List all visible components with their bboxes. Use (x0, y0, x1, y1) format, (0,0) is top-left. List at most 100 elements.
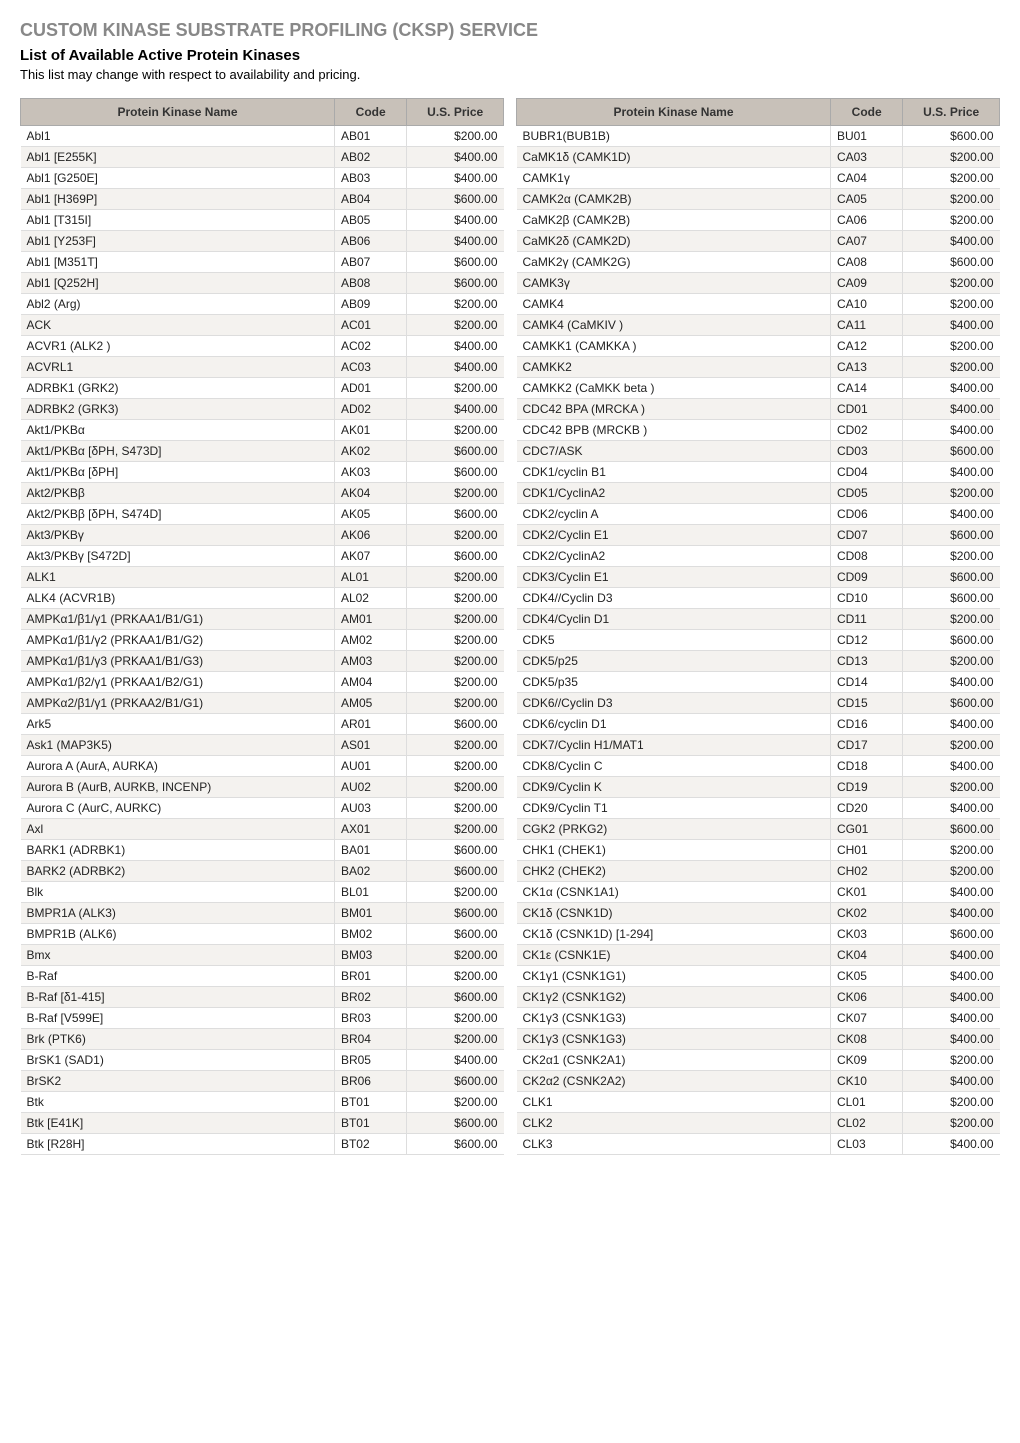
cell-price: $400.00 (903, 399, 1000, 420)
cell-price: $200.00 (407, 672, 504, 693)
cell-code: CD10 (830, 588, 902, 609)
table-row: CK1δ (CSNK1D) [1-294]CK03$600.00 (517, 924, 1000, 945)
cell-code: BT01 (334, 1092, 406, 1113)
cell-code: AB08 (334, 273, 406, 294)
cell-name: CAMK4 (517, 294, 831, 315)
cell-code: BR02 (334, 987, 406, 1008)
cell-name: CaMK2δ (CAMK2D) (517, 231, 831, 252)
cell-name: Blk (21, 882, 335, 903)
table-row: BARK2 (ADRBK2)BA02$600.00 (21, 861, 504, 882)
cell-price: $600.00 (407, 441, 504, 462)
kinase-table-left: Protein Kinase Name Code U.S. Price Abl1… (20, 98, 504, 1155)
cell-code: CA03 (830, 147, 902, 168)
table-row: CK2α1 (CSNK2A1)CK09$200.00 (517, 1050, 1000, 1071)
cell-code: CK08 (830, 1029, 902, 1050)
cell-name: Abl1 (21, 126, 335, 147)
cell-name: ADRBK1 (GRK2) (21, 378, 335, 399)
table-row: B-RafBR01$200.00 (21, 966, 504, 987)
cell-name: Ask1 (MAP3K5) (21, 735, 335, 756)
cell-name: CDK4/Cyclin D1 (517, 609, 831, 630)
cell-code: AK04 (334, 483, 406, 504)
cell-code: AU02 (334, 777, 406, 798)
cell-name: Abl2 (Arg) (21, 294, 335, 315)
table-row: CDK2/CyclinA2CD08$200.00 (517, 546, 1000, 567)
cell-price: $400.00 (407, 210, 504, 231)
table-row: CDK5CD12$600.00 (517, 630, 1000, 651)
cell-price: $200.00 (407, 693, 504, 714)
cell-name: BUBR1(BUB1B) (517, 126, 831, 147)
cell-code: CD01 (830, 399, 902, 420)
kinase-table-right: Protein Kinase Name Code U.S. Price BUBR… (516, 98, 1000, 1155)
cell-name: CAMK2α (CAMK2B) (517, 189, 831, 210)
table-row: CDK2/cyclin ACD06$400.00 (517, 504, 1000, 525)
cell-code: BR04 (334, 1029, 406, 1050)
table-row: AxlAX01$200.00 (21, 819, 504, 840)
cell-code: AB01 (334, 126, 406, 147)
cell-price: $600.00 (407, 1113, 504, 1134)
cell-code: CK03 (830, 924, 902, 945)
cell-price: $600.00 (903, 819, 1000, 840)
cell-price: $200.00 (407, 483, 504, 504)
cell-name: CK2α2 (CSNK2A2) (517, 1071, 831, 1092)
cell-price: $400.00 (903, 903, 1000, 924)
cell-name: CDC42 BPA (MRCKA ) (517, 399, 831, 420)
cell-price: $200.00 (407, 945, 504, 966)
table-row: CAMKK1 (CAMKKA )CA12$200.00 (517, 336, 1000, 357)
cell-name: CDK3/Cyclin E1 (517, 567, 831, 588)
cell-name: CK2α1 (CSNK2A1) (517, 1050, 831, 1071)
cell-price: $200.00 (407, 315, 504, 336)
cell-code: AU01 (334, 756, 406, 777)
cell-name: Btk (21, 1092, 335, 1113)
cell-name: CDK8/Cyclin C (517, 756, 831, 777)
table-row: ADRBK2 (GRK3)AD02$400.00 (21, 399, 504, 420)
cell-price: $600.00 (407, 840, 504, 861)
table-row: AMPKα2/β1/γ1 (PRKAA2/B1/G1)AM05$200.00 (21, 693, 504, 714)
cell-code: AK07 (334, 546, 406, 567)
table-row: CaMK1δ (CAMK1D)CA03$200.00 (517, 147, 1000, 168)
cell-price: $200.00 (903, 651, 1000, 672)
table-row: Ark5AR01$600.00 (21, 714, 504, 735)
cell-name: Bmx (21, 945, 335, 966)
cell-code: CD20 (830, 798, 902, 819)
cell-price: $200.00 (407, 630, 504, 651)
cell-code: CD08 (830, 546, 902, 567)
table-row: CHK1 (CHEK1)CH01$200.00 (517, 840, 1000, 861)
cell-name: Axl (21, 819, 335, 840)
cell-name: BMPR1A (ALK3) (21, 903, 335, 924)
cell-code: CA10 (830, 294, 902, 315)
table-row: ACKAC01$200.00 (21, 315, 504, 336)
table-row: CDK6//Cyclin D3CD15$600.00 (517, 693, 1000, 714)
cell-code: CA05 (830, 189, 902, 210)
cell-code: AM03 (334, 651, 406, 672)
table-row: AMPKα1/β2/γ1 (PRKAA1/B2/G1)AM04$200.00 (21, 672, 504, 693)
table-row: CAMK4 (CaMKIV )CA11$400.00 (517, 315, 1000, 336)
table-row: Akt3/PKBγAK06$200.00 (21, 525, 504, 546)
cell-name: Abl1 [H369P] (21, 189, 335, 210)
table-row: Akt1/PKBα [δPH, S473D]AK02$600.00 (21, 441, 504, 462)
table-row: AMPKα1/β1/γ3 (PRKAA1/B1/G3)AM03$200.00 (21, 651, 504, 672)
cell-price: $400.00 (903, 420, 1000, 441)
cell-name: CaMK1δ (CAMK1D) (517, 147, 831, 168)
cell-name: B-Raf (21, 966, 335, 987)
cell-name: Abl1 [G250E] (21, 168, 335, 189)
cell-code: BA02 (334, 861, 406, 882)
table-row: Abl1 [Q252H]AB08$600.00 (21, 273, 504, 294)
cell-name: AMPKα1/β1/γ3 (PRKAA1/B1/G3) (21, 651, 335, 672)
cell-code: AK01 (334, 420, 406, 441)
cell-name: CDK9/Cyclin T1 (517, 798, 831, 819)
cell-code: AB07 (334, 252, 406, 273)
table-row: ADRBK1 (GRK2)AD01$200.00 (21, 378, 504, 399)
cell-name: Abl1 [Q252H] (21, 273, 335, 294)
cell-price: $200.00 (407, 1008, 504, 1029)
table-row: BMPR1B (ALK6)BM02$600.00 (21, 924, 504, 945)
cell-code: CD02 (830, 420, 902, 441)
cell-price: $600.00 (407, 189, 504, 210)
cell-price: $400.00 (903, 462, 1000, 483)
table-row: ACVRL1AC03$400.00 (21, 357, 504, 378)
table-row: CK1γ3 (CSNK1G3)CK08$400.00 (517, 1029, 1000, 1050)
cell-code: CA13 (830, 357, 902, 378)
cell-code: CA09 (830, 273, 902, 294)
cell-name: Akt3/PKBγ [S472D] (21, 546, 335, 567)
cell-code: BR03 (334, 1008, 406, 1029)
cell-name: CGK2 (PRKG2) (517, 819, 831, 840)
